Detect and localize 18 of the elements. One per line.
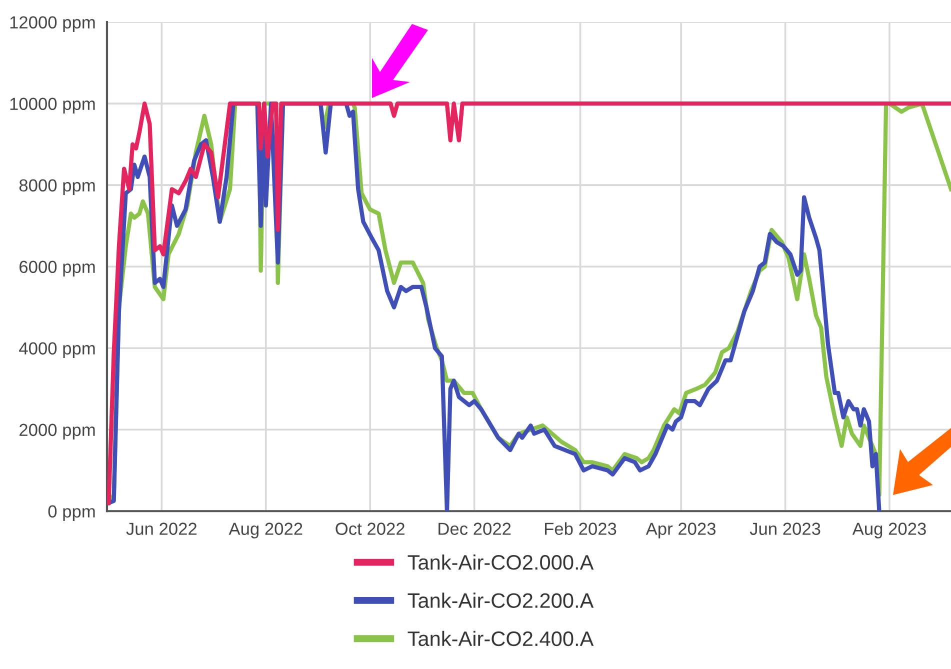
x-tick-label: Jun 2022 bbox=[126, 522, 197, 535]
x-tick-label: Jun 2023 bbox=[750, 522, 820, 535]
x-tick-label: Oct 2022 bbox=[336, 522, 404, 535]
y-tick-label: 0 ppm bbox=[48, 505, 95, 522]
x-tick-label: Apr 2023 bbox=[646, 522, 716, 538]
y-tick-label: 4000 ppm bbox=[19, 342, 95, 358]
y-tick-label: 12000 ppm bbox=[10, 16, 95, 32]
x-tick-label: Aug 2022 bbox=[228, 522, 302, 538]
y-tick-label: 10000 ppm bbox=[10, 98, 95, 114]
legend-label: Tank-Air-CO2.200.A bbox=[408, 592, 594, 608]
x-tick-label: Aug 2023 bbox=[852, 522, 926, 538]
legend-label: Tank-Air-CO2.400.A bbox=[408, 630, 594, 646]
y-tick-label: 2000 ppm bbox=[20, 424, 95, 440]
y-tick-label: 6000 ppm bbox=[20, 260, 95, 276]
y-tick-label: 8000 ppm bbox=[19, 179, 95, 195]
x-tick-label: Feb 2023 bbox=[544, 522, 616, 535]
legend-label: Tank-Air-CO2.000.A bbox=[408, 554, 594, 570]
x-tick-label: Dec 2022 bbox=[438, 522, 511, 535]
